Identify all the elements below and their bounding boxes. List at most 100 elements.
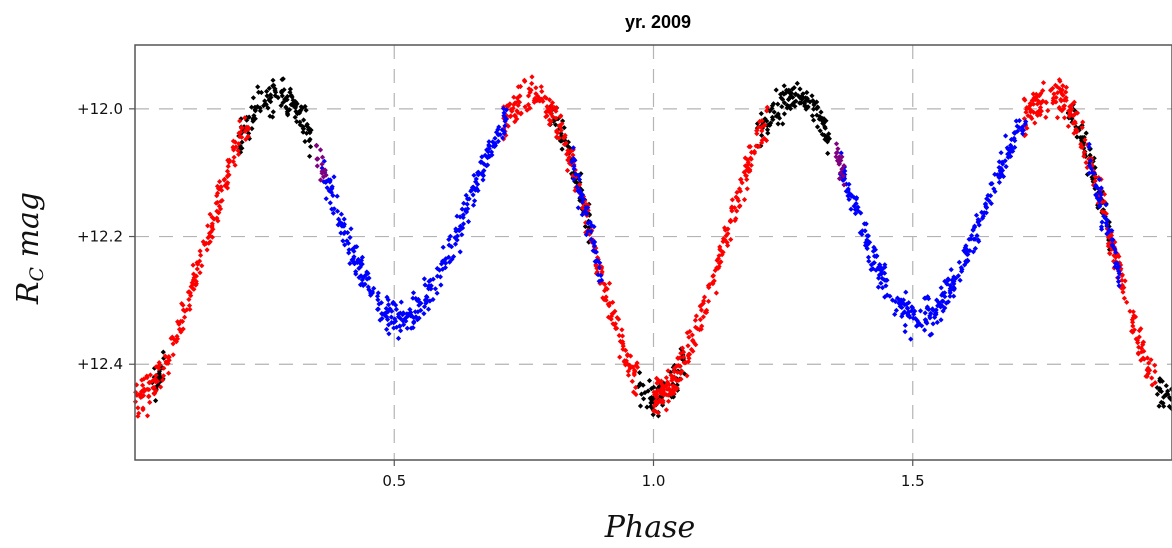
chart-title: yr. 2009 — [625, 12, 691, 32]
data-point-series-3 — [837, 170, 844, 176]
data-point-series-1 — [1121, 285, 1127, 291]
data-point-series-1 — [1056, 104, 1062, 111]
data-point-series-1 — [135, 405, 141, 411]
data-point-series-2 — [930, 307, 936, 313]
data-point-series-0 — [559, 146, 565, 152]
data-point-series-1 — [1023, 109, 1029, 115]
data-point-series-1 — [512, 119, 518, 125]
data-point-series-1 — [1057, 89, 1064, 95]
data-point-series-2 — [908, 336, 914, 342]
data-point-series-1 — [1120, 289, 1126, 295]
data-point-series-1 — [1121, 295, 1127, 301]
data-point-series-2 — [342, 229, 348, 235]
data-point-series-1 — [685, 359, 692, 365]
data-point-series-3 — [840, 173, 846, 179]
data-point-series-0 — [788, 90, 795, 96]
x-tick-label: 1.5 — [901, 472, 925, 490]
data-point-series-2 — [597, 260, 603, 266]
data-point-series-1 — [737, 188, 743, 194]
data-point-series-2 — [1086, 170, 1092, 176]
data-point-series-1 — [224, 173, 231, 180]
data-point-series-0 — [783, 90, 789, 96]
data-point-series-2 — [1088, 166, 1095, 172]
data-point-series-1 — [631, 389, 637, 395]
data-point-series-2 — [401, 318, 407, 324]
data-point-series-1 — [673, 377, 680, 383]
data-point-series-1 — [508, 106, 514, 113]
data-point-series-2 — [572, 157, 578, 163]
data-point-series-0 — [767, 122, 773, 128]
data-point-series-2 — [475, 170, 481, 176]
data-point-series-0 — [1168, 386, 1172, 392]
data-point-series-1 — [1114, 251, 1121, 257]
x-tick-label: 1.0 — [642, 472, 666, 490]
data-point-series-1 — [617, 354, 623, 360]
data-point-series-2 — [570, 145, 576, 151]
data-point-series-2 — [460, 212, 466, 218]
data-point-series-2 — [404, 311, 410, 317]
data-point-series-2 — [979, 209, 985, 215]
data-point-series-2 — [838, 150, 844, 156]
data-point-series-1 — [191, 271, 197, 277]
data-point-series-1 — [180, 302, 186, 308]
data-point-series-1 — [1130, 323, 1136, 329]
data-point-series-1 — [600, 295, 606, 301]
data-point-series-0 — [1092, 186, 1098, 192]
data-point-series-1 — [624, 361, 630, 367]
data-point-series-2 — [371, 285, 377, 291]
data-point-series-1 — [754, 128, 760, 134]
data-point-series-2 — [346, 247, 352, 253]
data-point-series-2 — [438, 282, 444, 288]
data-point-series-1 — [230, 159, 236, 165]
data-point-series-2 — [1096, 176, 1102, 183]
data-point-series-2 — [902, 329, 908, 335]
data-point-series-1 — [759, 118, 765, 124]
data-point-series-2 — [460, 225, 466, 231]
data-point-series-1 — [141, 376, 147, 382]
data-point-series-1 — [518, 110, 524, 116]
data-point-series-2 — [386, 322, 392, 328]
data-point-series-0 — [640, 382, 646, 388]
data-point-series-2 — [1099, 219, 1105, 225]
data-point-series-2 — [896, 300, 902, 306]
data-point-series-2 — [873, 253, 879, 260]
data-point-series-2 — [592, 248, 598, 254]
data-point-series-0 — [797, 86, 803, 92]
data-point-series-2 — [446, 254, 452, 260]
data-point-series-2 — [479, 154, 485, 160]
data-point-series-0 — [646, 378, 653, 384]
data-point-series-1 — [186, 296, 192, 303]
data-point-series-1 — [511, 94, 517, 100]
data-point-series-0 — [270, 77, 276, 83]
data-point-series-0 — [297, 119, 303, 125]
data-point-series-1 — [1040, 88, 1046, 94]
data-point-series-2 — [923, 319, 929, 325]
data-point-series-2 — [345, 230, 351, 236]
data-point-series-1 — [559, 121, 565, 127]
data-point-series-2 — [588, 229, 594, 235]
data-point-series-1 — [522, 78, 528, 84]
data-point-series-2 — [1022, 121, 1028, 127]
data-point-series-1 — [673, 386, 679, 392]
data-point-series-1 — [1034, 110, 1040, 116]
data-point-series-1 — [724, 239, 730, 246]
data-point-series-1 — [595, 263, 601, 269]
data-point-series-1 — [230, 145, 236, 151]
data-point-series-2 — [842, 171, 848, 178]
data-point-series-2 — [1013, 118, 1019, 124]
data-point-series-1 — [198, 252, 204, 258]
data-point-series-1 — [1040, 80, 1047, 86]
data-point-series-1 — [535, 93, 541, 99]
data-point-series-0 — [261, 103, 267, 109]
data-point-series-1 — [512, 112, 518, 118]
data-point-series-0 — [290, 97, 296, 103]
data-point-series-1 — [660, 400, 666, 406]
data-point-series-1 — [193, 282, 199, 288]
data-point-series-1 — [700, 300, 706, 306]
data-point-series-0 — [151, 365, 158, 371]
data-point-series-1 — [664, 379, 670, 385]
data-point-series-2 — [951, 293, 957, 299]
data-point-series-2 — [865, 254, 872, 260]
data-point-series-2 — [926, 296, 932, 302]
data-point-series-2 — [989, 181, 995, 187]
